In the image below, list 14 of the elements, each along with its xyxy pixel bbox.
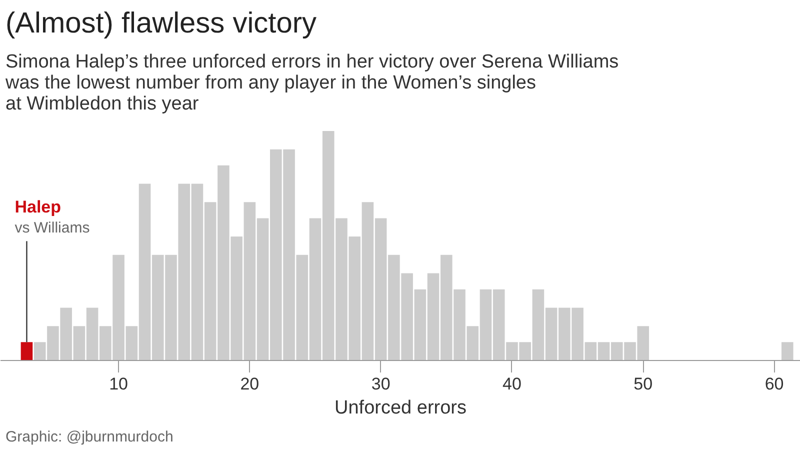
bar — [20, 342, 33, 360]
chart-subtitle: Simona Halep’s three unforced errors in her victory over Serena Williams was the lowest number from any player in the Women’s singles at Wimbledon this year — [4, 52, 619, 114]
x-tick-label: 40 — [502, 374, 522, 394]
x-tick-label: 30 — [371, 374, 390, 394]
bar — [781, 342, 794, 360]
x-tick-label: 20 — [240, 374, 260, 394]
annotation: Halep — [14, 198, 62, 217]
x-tick-label: 60 — [764, 374, 784, 394]
annotation: vs Williams — [14, 220, 90, 237]
x-tick-label: 10 — [109, 374, 128, 394]
x-tick-label: 50 — [634, 374, 653, 394]
text: Graphic: @jburnmurdoch — [6, 428, 174, 446]
x-axis-title: Unforced errors — [334, 398, 467, 418]
chart-title: (Almost) flawless victory — [6, 8, 317, 40]
